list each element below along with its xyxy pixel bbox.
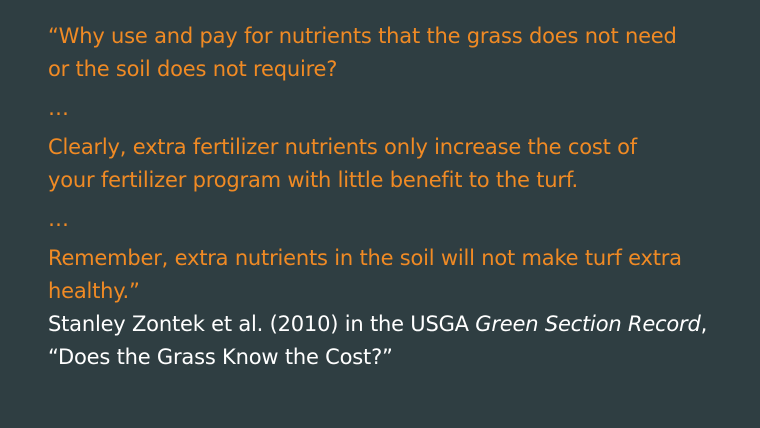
attribution-prefix: Stanley Zontek et al. (2010) in the USGA: [48, 312, 476, 336]
ellipsis: …: [48, 207, 69, 231]
quote-line: your fertilizer program with little bene…: [48, 168, 578, 192]
attribution-suffix: ,: [700, 312, 708, 336]
quote-line: “Why use and pay for nutrients that the …: [48, 24, 677, 48]
attribution: Stanley Zontek et al. (2010) in the USGA…: [48, 308, 720, 374]
publication-name: Green Section Record: [475, 312, 701, 336]
quote-line: healthy.”: [48, 279, 140, 303]
quote-block-1: “Why use and pay for nutrients that the …: [48, 20, 720, 86]
article-title: “Does the Grass Know the Cost?”: [48, 345, 393, 369]
ellipsis: …: [48, 96, 69, 120]
quote-line: Remember, extra nutrients in the soil wi…: [48, 246, 682, 270]
quote-block-3: Remember, extra nutrients in the soil wi…: [48, 242, 720, 308]
quote-line: Clearly, extra fertilizer nutrients only…: [48, 135, 637, 159]
quote-block-2: Clearly, extra fertilizer nutrients only…: [48, 131, 720, 197]
attribution-line: Stanley Zontek et al. (2010) in the USGA…: [48, 308, 720, 341]
quote-line: or the soil does not require?: [48, 57, 338, 81]
